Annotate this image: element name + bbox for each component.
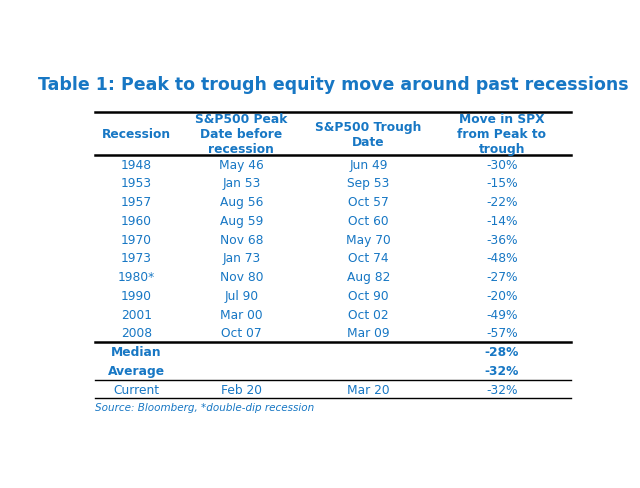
Text: -15%: -15% — [486, 177, 518, 190]
Text: -20%: -20% — [486, 289, 518, 302]
Text: 2001: 2001 — [121, 308, 152, 321]
Text: 1948: 1948 — [121, 158, 152, 171]
Text: S&P500 Trough
Date: S&P500 Trough Date — [316, 120, 422, 148]
Text: 2008: 2008 — [121, 326, 152, 340]
Text: Move in SPX
from Peak to
trough: Move in SPX from Peak to trough — [458, 113, 547, 156]
Text: Jun 49: Jun 49 — [349, 158, 388, 171]
Text: 1957: 1957 — [121, 196, 152, 209]
Text: Mar 09: Mar 09 — [348, 326, 390, 340]
Text: Aug 82: Aug 82 — [347, 270, 390, 284]
Text: S&P500 Peak
Date before
recession: S&P500 Peak Date before recession — [195, 113, 287, 156]
Text: -27%: -27% — [486, 270, 518, 284]
Text: -57%: -57% — [486, 326, 518, 340]
Text: Nov 80: Nov 80 — [220, 270, 263, 284]
Text: Oct 90: Oct 90 — [348, 289, 389, 302]
Text: Oct 57: Oct 57 — [348, 196, 389, 209]
Text: May 46: May 46 — [219, 158, 264, 171]
Text: -32%: -32% — [485, 364, 519, 377]
Text: Jan 73: Jan 73 — [222, 252, 260, 265]
Text: Aug 59: Aug 59 — [220, 214, 263, 227]
Text: Sep 53: Sep 53 — [348, 177, 390, 190]
Text: Median: Median — [111, 346, 162, 358]
Text: 1953: 1953 — [121, 177, 152, 190]
Text: Oct 60: Oct 60 — [348, 214, 389, 227]
Text: 1973: 1973 — [121, 252, 152, 265]
Text: Aug 56: Aug 56 — [220, 196, 263, 209]
Text: -49%: -49% — [486, 308, 518, 321]
Text: 1960: 1960 — [121, 214, 152, 227]
Text: -32%: -32% — [486, 383, 518, 396]
Text: Feb 20: Feb 20 — [221, 383, 262, 396]
Text: Nov 68: Nov 68 — [220, 233, 263, 246]
Text: Source: Bloomberg, *double-dip recession: Source: Bloomberg, *double-dip recession — [95, 403, 314, 412]
Text: Jul 90: Jul 90 — [224, 289, 259, 302]
Text: Recession: Recession — [102, 128, 171, 141]
Text: -22%: -22% — [486, 196, 518, 209]
Text: Oct 07: Oct 07 — [221, 326, 262, 340]
Text: -14%: -14% — [486, 214, 518, 227]
Text: Mar 20: Mar 20 — [348, 383, 390, 396]
Text: Mar 00: Mar 00 — [220, 308, 262, 321]
Text: -36%: -36% — [486, 233, 518, 246]
Text: Average: Average — [108, 364, 165, 377]
Text: Oct 74: Oct 74 — [348, 252, 389, 265]
Text: Oct 02: Oct 02 — [348, 308, 389, 321]
Text: May 70: May 70 — [346, 233, 391, 246]
Text: -30%: -30% — [486, 158, 518, 171]
Text: 1970: 1970 — [121, 233, 152, 246]
Text: Current: Current — [113, 383, 159, 396]
Text: 1980*: 1980* — [118, 270, 155, 284]
Text: Table 1: Peak to trough equity move around past recessions: Table 1: Peak to trough equity move arou… — [38, 76, 628, 93]
Text: Jan 53: Jan 53 — [222, 177, 260, 190]
Text: -48%: -48% — [486, 252, 518, 265]
Text: -28%: -28% — [485, 346, 519, 358]
Text: 1990: 1990 — [121, 289, 152, 302]
